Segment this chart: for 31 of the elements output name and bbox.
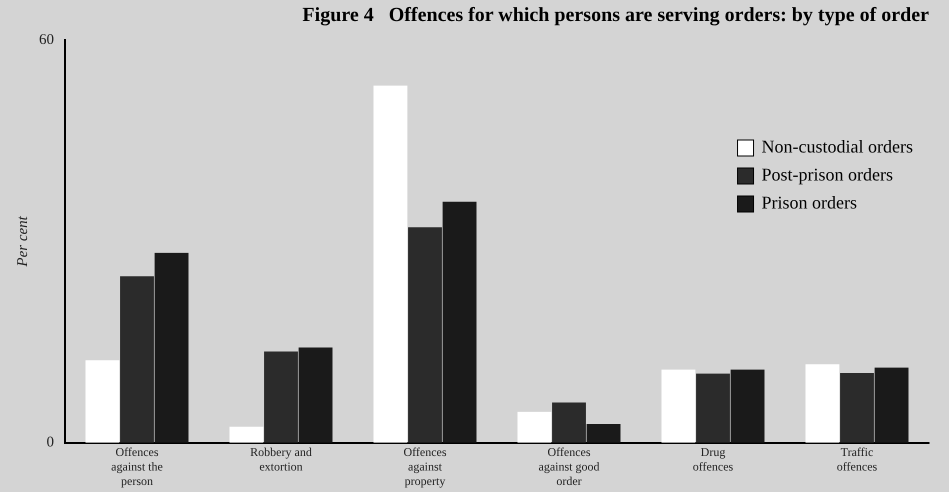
bar: [586, 424, 620, 443]
bar: [518, 412, 552, 443]
bar: [154, 252, 188, 443]
bar: [806, 364, 840, 443]
chart-title: Figure 4 Offences for which persons are serving orders: by type of order: [302, 4, 930, 26]
legend-label: Prison orders: [762, 192, 858, 213]
bar: [298, 347, 332, 443]
bar: [120, 276, 154, 443]
bar: [662, 370, 696, 443]
x-tick-label: Traffic offences: [836, 445, 878, 474]
bar: [696, 374, 730, 443]
bar: [442, 202, 476, 443]
bar: [264, 352, 298, 443]
legend-label: Non-custodial orders: [762, 136, 914, 157]
y-tick-label: 60: [39, 32, 54, 48]
bar: [874, 368, 908, 443]
x-tick-label: Offences against the person: [111, 445, 163, 488]
x-tick-label: Robbery and extortion: [250, 445, 312, 474]
x-tick-label: Offences against property: [403, 445, 447, 488]
bar: [840, 372, 874, 443]
bar: [86, 360, 120, 443]
x-tick-label: Offences against good order: [538, 445, 600, 488]
legend-label: Post-prison orders: [762, 164, 894, 185]
x-tick-label: Drug offences: [692, 445, 734, 474]
y-tick-label: 0: [46, 434, 54, 451]
y-axis-title: Per cent: [14, 215, 31, 268]
bar: [374, 86, 408, 443]
bar: [408, 227, 442, 443]
bar: [230, 426, 264, 443]
bar: [730, 370, 764, 443]
bar: [552, 402, 586, 443]
